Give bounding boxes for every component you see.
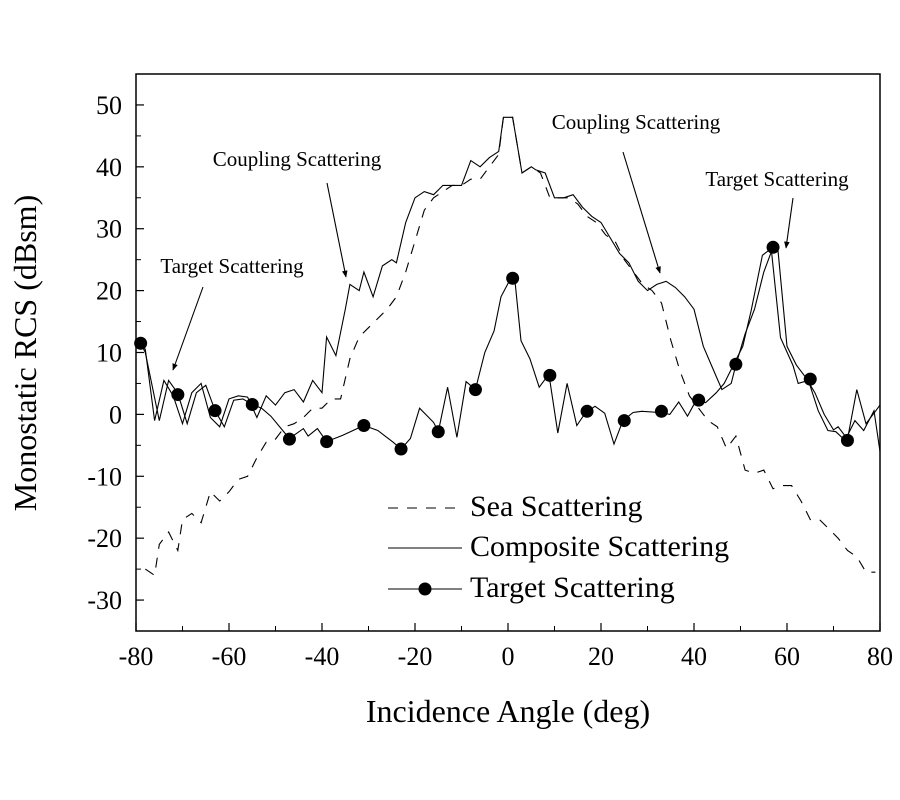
annotations: Target Scattering Coupling Scattering Coup…: [160, 110, 849, 371]
y-tick-label: 50: [96, 91, 122, 120]
x-tick-label: -80: [119, 642, 154, 671]
target-scattering-marker: [766, 240, 780, 254]
series-layer: [134, 116, 881, 577]
axis-ticks: -80 -60 -40 -20 0 20 40 60 80 -30 -20 -10 0 10 20 30 40 5…: [87, 73, 893, 671]
target-scattering-marker: [171, 388, 185, 402]
target-scattering-marker: [729, 357, 743, 371]
legend-label: Sea Scattering: [470, 490, 642, 523]
annotation-label: Target Scattering: [160, 254, 304, 278]
annotation-arrow: [172, 286, 204, 371]
y-tick-label: 30: [96, 215, 122, 244]
target-scattering-marker: [692, 393, 706, 407]
x-axis-label: Incidence Angle (deg): [366, 693, 650, 729]
target-scattering-marker: [394, 442, 408, 456]
legend-label: Target Scattering: [470, 571, 675, 604]
x-tick-label: -20: [398, 642, 433, 671]
x-tick-label: 60: [774, 642, 800, 671]
x-tick-label: 40: [681, 642, 707, 671]
annotation-label: Target Scattering: [705, 167, 849, 191]
target-scattering-marker: [134, 336, 148, 350]
composite-scattering-line: [136, 116, 881, 441]
target-scattering-marker: [468, 383, 482, 397]
y-tick-label: -10: [87, 462, 122, 491]
y-tick-label: 10: [96, 339, 122, 368]
y-tick-label: 0: [109, 400, 122, 429]
y-axis-label: Monostatic RCS (dBsm): [7, 195, 43, 511]
target-scattering-marker: [840, 433, 854, 447]
y-tick-label: -20: [87, 524, 122, 553]
x-tick-label: 0: [502, 642, 515, 671]
annotation-arrow: [326, 182, 348, 278]
annotation-arrow: [784, 197, 794, 249]
x-tick-label: -40: [305, 642, 340, 671]
legend: Sea Scattering Composite Scattering Target…: [388, 490, 729, 604]
x-tick-label: 80: [867, 642, 893, 671]
target-scattering-marker: [617, 414, 631, 428]
y-tick-label: 40: [96, 153, 122, 182]
target-scattering-marker: [282, 432, 296, 446]
target-scattering-marker: [245, 397, 259, 411]
target-scattering-marker: [803, 372, 817, 386]
legend-marker: [418, 582, 432, 596]
target-scattering-marker: [357, 419, 371, 433]
x-tick-label: 20: [588, 642, 614, 671]
annotation-label: Coupling Scattering: [213, 147, 382, 171]
target-scattering-marker: [580, 404, 594, 418]
annotation-label: Coupling Scattering: [552, 110, 721, 134]
x-tick-label: -60: [212, 642, 247, 671]
annotation-arrow: [622, 151, 661, 274]
y-tick-label: -30: [87, 586, 122, 615]
target-scattering-marker: [506, 271, 520, 285]
target-scattering-marker: [654, 404, 668, 418]
target-scattering-marker: [543, 368, 557, 382]
target-scattering-marker: [431, 425, 445, 439]
y-tick-label: 20: [96, 277, 122, 306]
target-scattering-marker: [320, 435, 334, 449]
legend-label: Composite Scattering: [470, 530, 729, 563]
target-scattering-marker: [208, 404, 222, 418]
